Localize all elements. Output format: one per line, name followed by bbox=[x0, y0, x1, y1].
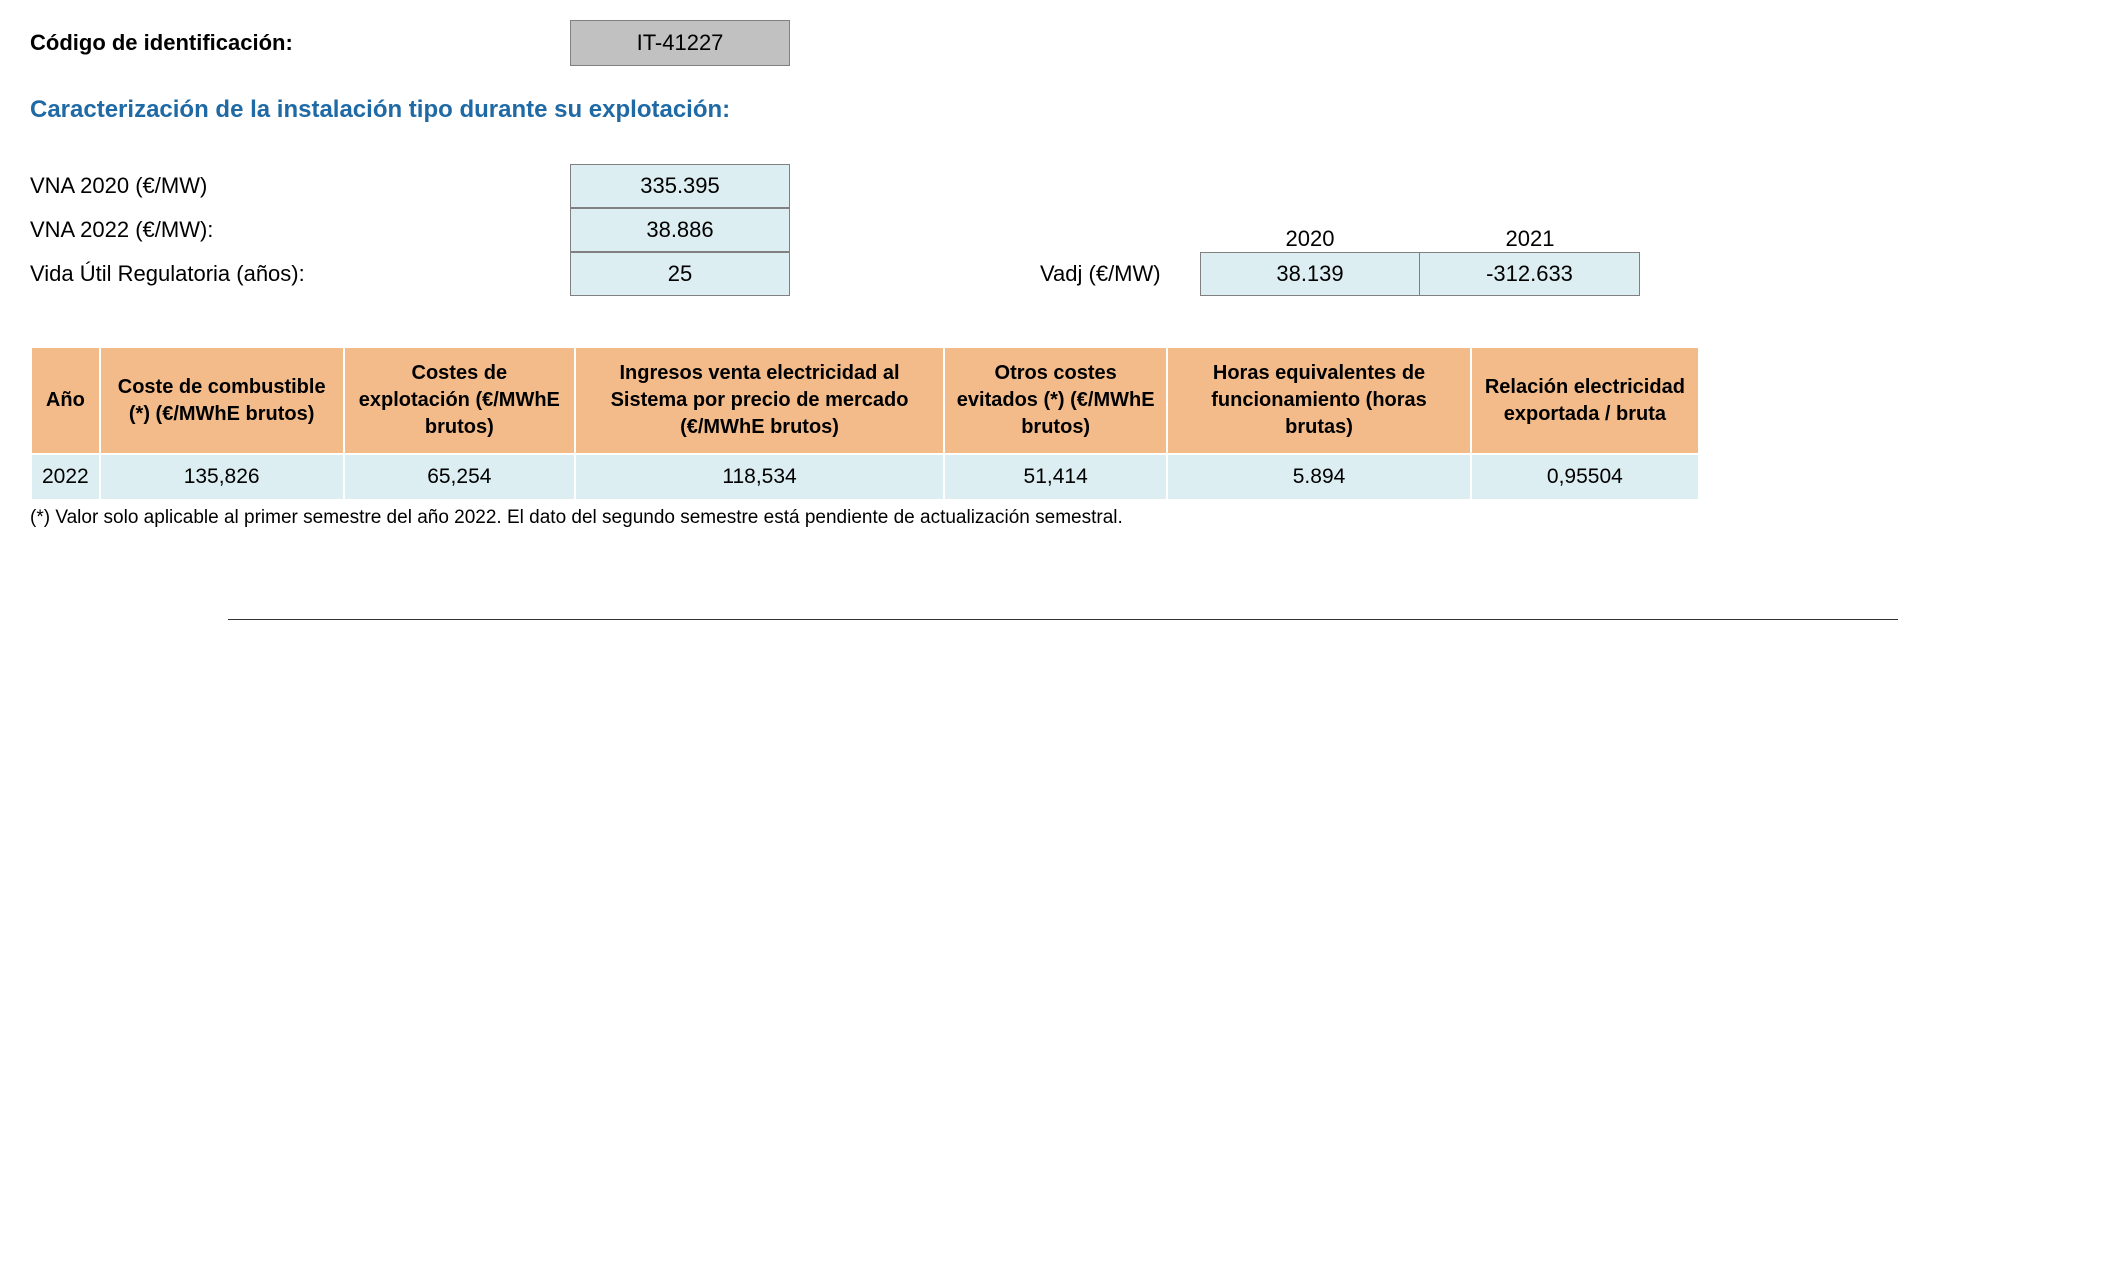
cell-ano: 2022 bbox=[31, 454, 100, 500]
vadj-year1-value: 38.139 bbox=[1200, 252, 1420, 296]
col-ano: Año bbox=[31, 347, 100, 454]
table-header-row: Año Coste de combustible (*) (€/MWhE bru… bbox=[31, 347, 1699, 454]
vna2020-label: VNA 2020 (€/MW) bbox=[30, 173, 570, 199]
table-row: 2022 135,826 65,254 118,534 51,414 5.894… bbox=[31, 454, 1699, 500]
vna2020-value: 335.395 bbox=[570, 164, 790, 208]
col-relacion: Relación electricidad exportada / bruta bbox=[1471, 347, 1699, 454]
vadj-label: Vadj (€/MW) bbox=[1040, 261, 1200, 287]
col-ingresos-venta: Ingresos venta electricidad al Sistema p… bbox=[575, 347, 944, 454]
params-block: VNA 2020 (€/MW) 335.395 VNA 2022 (€/MW):… bbox=[30, 164, 790, 296]
vida-label: Vida Útil Regulatoria (años): bbox=[30, 261, 570, 287]
footnote: (*) Valor solo aplicable al primer semes… bbox=[30, 507, 2096, 529]
codigo-label: Código de identificación: bbox=[30, 30, 570, 56]
cell-horas-eq: 5.894 bbox=[1167, 454, 1470, 500]
col-costes-explotacion: Costes de explotación (€/MWhE brutos) bbox=[344, 347, 575, 454]
section-title: Caracterización de la instalación tipo d… bbox=[30, 96, 2096, 124]
cell-otros-costes: 51,414 bbox=[944, 454, 1167, 500]
col-otros-costes: Otros costes evitados (*) (€/MWhE brutos… bbox=[944, 347, 1167, 454]
vadj-year2-value: -312.633 bbox=[1420, 252, 1640, 296]
main-table: Año Coste de combustible (*) (€/MWhE bru… bbox=[30, 346, 1700, 501]
vna2022-value: 38.886 bbox=[570, 208, 790, 252]
cell-costes-explotacion: 65,254 bbox=[344, 454, 575, 500]
cell-coste-combustible: 135,826 bbox=[100, 454, 344, 500]
cell-ingresos-venta: 118,534 bbox=[575, 454, 944, 500]
col-horas-eq: Horas equivalentes de funcionamiento (ho… bbox=[1167, 347, 1470, 454]
cell-relacion: 0,95504 bbox=[1471, 454, 1699, 500]
bottom-rule bbox=[228, 619, 1898, 620]
col-coste-combustible: Coste de combustible (*) (€/MWhE brutos) bbox=[100, 347, 344, 454]
vna2022-label: VNA 2022 (€/MW): bbox=[30, 217, 570, 243]
codigo-value-box: IT-41227 bbox=[570, 20, 790, 66]
vadj-cluster: 2020 2021 Vadj (€/MW) 38.139 -312.633 bbox=[1040, 226, 1640, 296]
vida-value: 25 bbox=[570, 252, 790, 296]
vadj-year1-header: 2020 bbox=[1200, 226, 1420, 252]
vadj-year2-header: 2021 bbox=[1420, 226, 1640, 252]
